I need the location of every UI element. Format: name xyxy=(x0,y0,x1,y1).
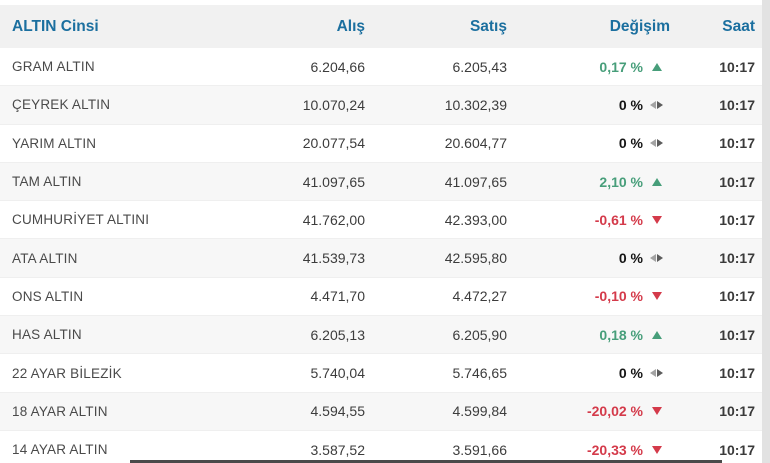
update-time-value: 10:17 xyxy=(719,211,755,228)
table-row[interactable]: CUMHURİYET ALTINI 41.762,00 42.393,00 -0… xyxy=(0,201,770,240)
update-time-value: 10:17 xyxy=(719,173,755,190)
buy-price-value: 4.471,70 xyxy=(310,288,366,305)
down-triangle-icon xyxy=(643,446,670,454)
column-header-satis: Satış xyxy=(469,17,507,35)
sell-price-value: 5.746,65 xyxy=(452,365,508,382)
update-time-value: 10:17 xyxy=(719,441,755,458)
change-cell: 2,10 % xyxy=(507,174,670,190)
column-header-altin-cinsi: ALTIN Cinsi xyxy=(12,17,99,35)
gold-type-label: ATA ALTIN xyxy=(12,250,78,266)
buy-price-value: 6.205,13 xyxy=(310,326,366,343)
buy-price-value: 3.587,52 xyxy=(310,441,366,458)
table-row[interactable]: TAM ALTIN 41.097,65 41.097,65 2,10 % 10:… xyxy=(0,162,770,202)
table-row[interactable]: 18 AYAR ALTIN 4.594,55 4.599,84 -20,02 %… xyxy=(0,392,770,431)
change-cell: 0 % xyxy=(507,250,670,266)
buy-price-value: 6.204,66 xyxy=(310,58,366,75)
sell-price-value: 4.472,27 xyxy=(452,288,508,305)
cutoff-bottom-element xyxy=(130,460,722,463)
gold-type-label: 18 AYAR ALTIN xyxy=(12,403,108,419)
table-row[interactable]: ÇEYREK ALTIN 10.070,24 10.302,39 0 % 10:… xyxy=(0,86,770,125)
buy-price-value: 20.077,54 xyxy=(302,135,365,152)
change-percent-value: -20,33 % xyxy=(586,441,643,458)
buy-price-value: 41.762,00 xyxy=(302,211,365,228)
left-right-arrows-icon xyxy=(643,254,670,262)
change-percent-value: 0,18 % xyxy=(599,326,643,343)
left-right-arrows-icon xyxy=(643,139,670,147)
change-percent-value: -20,02 % xyxy=(586,403,643,420)
buy-price-value: 41.539,73 xyxy=(302,250,365,267)
table-row[interactable]: 14 AYAR ALTIN 3.587,52 3.591,66 -20,33 %… xyxy=(0,430,770,463)
change-percent-value: 0 % xyxy=(618,250,643,267)
down-triangle-icon xyxy=(643,216,670,224)
gold-type-label: HAS ALTIN xyxy=(12,327,82,343)
gold-type-label: ÇEYREK ALTIN xyxy=(12,97,111,113)
change-cell: -0,10 % xyxy=(507,288,670,304)
table-row[interactable]: GRAM ALTIN 6.204,66 6.205,43 0,17 % 10:1… xyxy=(0,48,770,87)
gold-type-label: 22 AYAR BİLEZİK xyxy=(12,365,122,381)
scrollbar[interactable] xyxy=(762,0,770,463)
sell-price-value: 6.205,90 xyxy=(452,326,508,343)
change-cell: 0 % xyxy=(507,135,670,151)
down-triangle-icon xyxy=(643,292,670,300)
gold-type-label: ONS ALTIN xyxy=(12,288,84,304)
column-header-saat: Saat xyxy=(722,17,755,35)
update-time-value: 10:17 xyxy=(719,403,755,420)
up-triangle-icon xyxy=(643,63,670,71)
left-right-arrows-icon xyxy=(643,369,670,377)
change-cell: -0,61 % xyxy=(507,212,670,228)
table-row[interactable]: ONS ALTIN 4.471,70 4.472,27 -0,10 % 10:1… xyxy=(0,277,770,317)
update-time-value: 10:17 xyxy=(719,288,755,305)
update-time-value: 10:17 xyxy=(719,96,755,113)
update-time-value: 10:17 xyxy=(719,135,755,152)
sell-price-value: 4.599,84 xyxy=(452,403,508,420)
change-percent-value: 0 % xyxy=(618,135,643,152)
up-triangle-icon xyxy=(643,178,670,186)
down-triangle-icon xyxy=(643,407,670,415)
buy-price-value: 5.740,04 xyxy=(310,365,366,382)
change-cell: -20,02 % xyxy=(507,403,670,419)
table-body: GRAM ALTIN 6.204,66 6.205,43 0,17 % 10:1… xyxy=(0,48,770,463)
table-row[interactable]: HAS ALTIN 6.205,13 6.205,90 0,18 % 10:17 xyxy=(0,316,770,355)
gold-type-label: 14 AYAR ALTIN xyxy=(12,442,108,458)
change-cell: 0 % xyxy=(507,97,670,113)
table-row[interactable]: ATA ALTIN 41.539,73 42.595,80 0 % 10:17 xyxy=(0,239,770,278)
change-percent-value: 2,10 % xyxy=(599,173,643,190)
sell-price-value: 3.591,66 xyxy=(452,441,508,458)
update-time-value: 10:17 xyxy=(719,58,755,75)
sell-price-value: 41.097,65 xyxy=(444,173,507,190)
up-triangle-icon xyxy=(643,331,670,339)
change-cell: -20,33 % xyxy=(507,442,670,458)
change-cell: 0 % xyxy=(507,365,670,381)
sell-price-value: 20.604,77 xyxy=(444,135,507,152)
buy-price-value: 41.097,65 xyxy=(302,173,365,190)
update-time-value: 10:17 xyxy=(719,250,755,267)
change-percent-value: 0 % xyxy=(618,365,643,382)
gold-type-label: TAM ALTIN xyxy=(12,174,82,190)
buy-price-value: 4.594,55 xyxy=(310,403,366,420)
column-header-degisim: Değişim xyxy=(609,17,670,35)
change-cell: 0,17 % xyxy=(507,59,670,75)
gold-type-label: GRAM ALTIN xyxy=(12,59,95,75)
change-percent-value: -0,61 % xyxy=(594,211,643,228)
sell-price-value: 6.205,43 xyxy=(452,58,508,75)
sell-price-value: 42.595,80 xyxy=(444,250,507,267)
update-time-value: 10:17 xyxy=(719,365,755,382)
column-header-alis: Alış xyxy=(336,17,365,35)
table-header-row: ALTIN Cinsi Alış Satış Değişim Saat xyxy=(0,5,770,48)
buy-price-value: 10.070,24 xyxy=(302,96,365,113)
change-percent-value: 0,17 % xyxy=(599,58,643,75)
gold-type-label: YARIM ALTIN xyxy=(12,135,97,151)
top-margin xyxy=(0,0,770,5)
table-row[interactable]: 22 AYAR BİLEZİK 5.740,04 5.746,65 0 % 10… xyxy=(0,354,770,393)
change-cell: 0,18 % xyxy=(507,327,670,343)
change-percent-value: -0,10 % xyxy=(594,288,643,305)
sell-price-value: 42.393,00 xyxy=(444,211,507,228)
gold-type-label: CUMHURİYET ALTINI xyxy=(12,212,150,228)
table-row[interactable]: YARIM ALTIN 20.077,54 20.604,77 0 % 10:1… xyxy=(0,124,770,163)
left-right-arrows-icon xyxy=(643,101,670,109)
sell-price-value: 10.302,39 xyxy=(444,96,507,113)
change-percent-value: 0 % xyxy=(618,96,643,113)
update-time-value: 10:17 xyxy=(719,326,755,343)
